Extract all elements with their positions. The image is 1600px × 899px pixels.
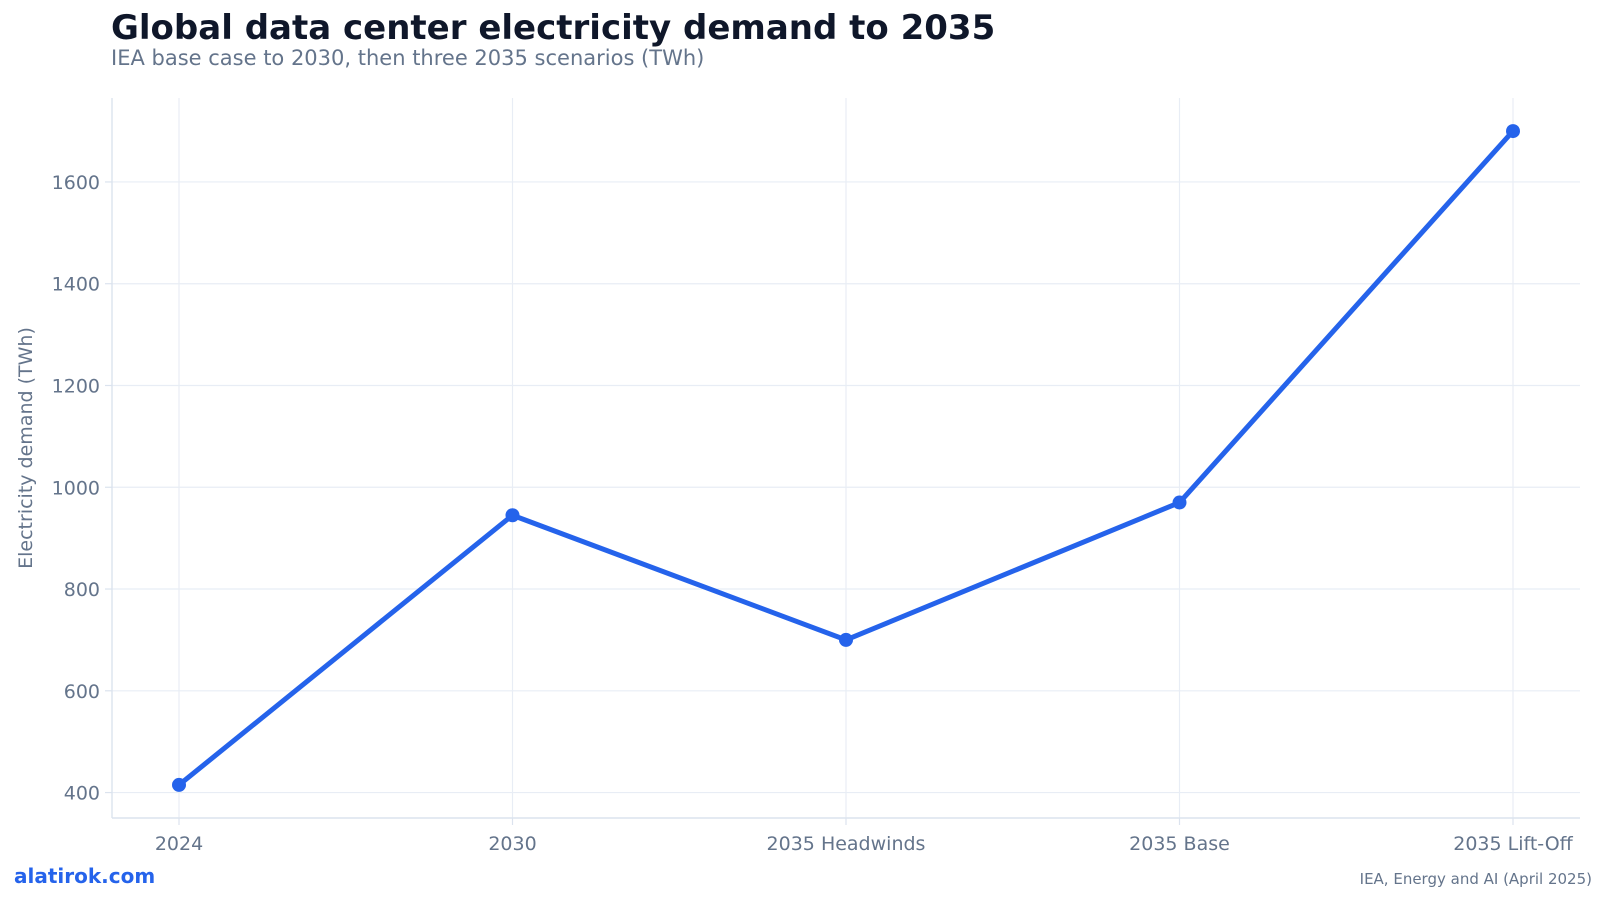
series-layer: [172, 124, 1520, 792]
y-tick-label: 1600: [52, 172, 100, 194]
x-tick-label: 2024: [155, 833, 203, 855]
tick-layer: 400 600 800 1000 1200 1400 1600 2024 2030 2035 He…: [52, 172, 1574, 855]
y-tick-label: 1400: [52, 274, 100, 296]
data-point[interactable]: [1172, 495, 1187, 510]
x-tick-label: 2035 Base: [1129, 833, 1230, 855]
data-point[interactable]: [839, 632, 853, 647]
axis-layer: [105, 98, 1580, 825]
data-point[interactable]: [1506, 124, 1520, 139]
y-tick-label: 1200: [52, 375, 100, 397]
y-tick-label: 1000: [52, 477, 100, 499]
data-point[interactable]: [172, 777, 186, 792]
brand-link[interactable]: alatirok.com: [14, 864, 156, 888]
y-tick-label: 600: [64, 681, 100, 703]
data-point[interactable]: [505, 508, 520, 523]
source-note: IEA, Energy and AI (April 2025): [1359, 870, 1592, 888]
y-axis-title: Electricity demand (TWh): [15, 327, 37, 569]
chart-title: Global data center electricity demand to…: [111, 8, 996, 48]
x-tick-label: 2030: [488, 833, 536, 855]
y-tick-label: 800: [64, 579, 100, 601]
grid-layer: [112, 98, 1580, 818]
x-tick-label: 2035 Lift-Off: [1453, 833, 1573, 855]
y-tick-label: 400: [64, 783, 100, 805]
x-tick-label: 2035 Headwinds: [767, 833, 926, 855]
chart-subtitle: IEA base case to 2030, then three 2035 s…: [111, 46, 705, 70]
